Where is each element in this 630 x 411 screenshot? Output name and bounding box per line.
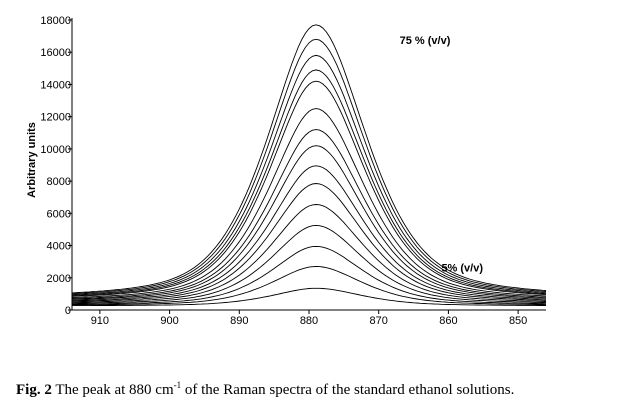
y-tick-label: 18000 bbox=[40, 15, 71, 27]
caption-label: Fig. 2 bbox=[16, 382, 52, 398]
y-tick-label: 10000 bbox=[40, 144, 71, 156]
y-tick-label: 2000 bbox=[47, 273, 71, 285]
y-tick-label: 4000 bbox=[47, 241, 71, 253]
y-tick-label: 16000 bbox=[40, 47, 71, 59]
spectrum-line-14 bbox=[71, 38, 547, 295]
caption-text-before: The peak at 880 cm bbox=[55, 382, 174, 398]
x-axis: 910 900 890 880 870 860 850 bbox=[72, 309, 546, 327]
spectrum-line-5 bbox=[72, 204, 547, 303]
annotation-label-2: 5% (v/v) bbox=[441, 262, 483, 274]
spectrum-line-3 bbox=[72, 245, 547, 305]
y-axis: 0 2000 4000 6000 8000 10000 12000 14000 16000 180… bbox=[40, 15, 73, 317]
spectra-series bbox=[71, 24, 547, 307]
raman-spectra-chart: 0 2000 4000 6000 8000 10000 12000 14000 16000 180… bbox=[26, 15, 547, 327]
y-tick-label: 6000 bbox=[47, 208, 71, 220]
y-tick-label: 8000 bbox=[47, 176, 71, 188]
y-tick-label: 0 bbox=[65, 305, 71, 317]
spectrum-line-2 bbox=[72, 266, 547, 306]
x-tick-label: 870 bbox=[370, 315, 388, 327]
annotations: 75 % (v/v) 5% (v/v) bbox=[400, 35, 484, 274]
spectrum-line-7 bbox=[71, 165, 547, 301]
annotation-label-1: 75 % (v/v) bbox=[400, 35, 451, 47]
spectrum-line-1 bbox=[72, 287, 546, 307]
spectrum-line-4 bbox=[71, 224, 547, 304]
spectrum-line-11 bbox=[71, 80, 547, 297]
y-tick-label: 12000 bbox=[40, 112, 71, 124]
spectrum-line-12 bbox=[71, 69, 547, 297]
spectrum-line-10 bbox=[71, 108, 547, 298]
x-tick-label: 910 bbox=[91, 315, 109, 327]
spectrum-line-9 bbox=[71, 129, 547, 299]
caption-text-after: of the Raman spectra of the standard eth… bbox=[181, 382, 515, 398]
spectrum-line-6 bbox=[71, 183, 547, 302]
x-tick-label: 860 bbox=[439, 315, 457, 327]
y-tick-label: 14000 bbox=[40, 79, 71, 91]
spectrum-line-13 bbox=[71, 54, 547, 296]
spectrum-line-8 bbox=[71, 145, 547, 300]
y-axis-title: Arbitrary units bbox=[26, 122, 38, 198]
x-tick-label: 900 bbox=[160, 315, 178, 327]
figure-caption: Fig. 2 The peak at 880 cm-1 of the Raman… bbox=[16, 380, 626, 399]
x-tick-label: 850 bbox=[509, 315, 527, 327]
x-tick-label: 890 bbox=[230, 315, 248, 327]
caption-superscript: -1 bbox=[173, 380, 182, 390]
spectrum-line-15 bbox=[71, 24, 547, 294]
x-tick-label: 880 bbox=[300, 315, 318, 327]
